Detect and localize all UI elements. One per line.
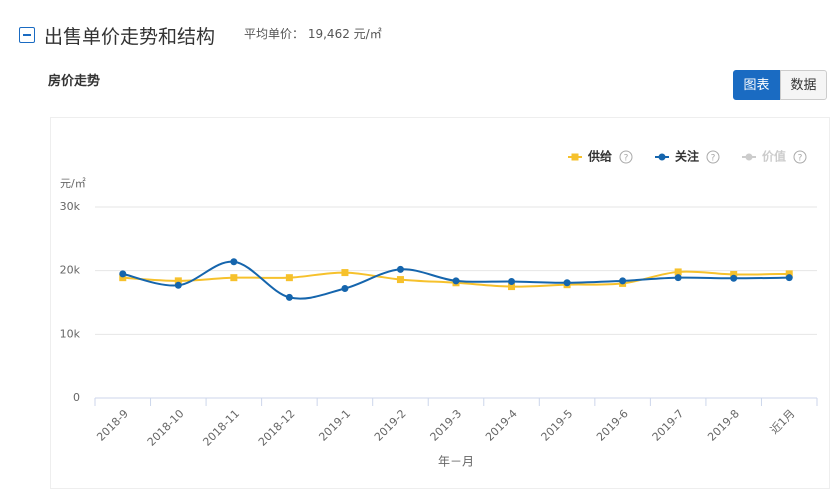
x-tick-label: 2018-10	[145, 407, 187, 449]
x-axis-label: 年－月	[438, 455, 474, 469]
y-axis-label: 元/㎡	[60, 177, 86, 190]
avg-value: 19,462 元/㎡	[307, 27, 382, 41]
y-tick-label: 10k	[60, 327, 81, 340]
data-point	[508, 283, 516, 291]
legend-label: 价值	[762, 149, 786, 164]
average-price: 平均单价： 19,462 元/㎡	[244, 25, 382, 42]
data-point	[285, 293, 293, 301]
data-point	[396, 276, 404, 284]
y-tick-label: 20k	[60, 264, 81, 277]
data-point	[674, 274, 682, 282]
data-point	[619, 277, 627, 285]
data-point	[730, 270, 738, 278]
data-point	[730, 274, 738, 282]
x-tick-label: 2019-1	[316, 407, 353, 444]
data-point	[563, 279, 571, 287]
data-point	[119, 270, 127, 278]
data-point	[230, 258, 238, 266]
data-point	[452, 277, 460, 285]
legend-marker	[745, 153, 753, 161]
legend-marker	[571, 153, 579, 161]
x-tick-label: 2018-12	[256, 407, 298, 449]
section-title: 房价走势	[48, 74, 101, 89]
x-tick-label: 2019-3	[427, 407, 464, 444]
help-icon	[706, 150, 720, 164]
data-point	[285, 274, 293, 282]
tab[interactable]: 图表	[733, 70, 780, 100]
avg-label: 平均单价：	[244, 27, 305, 41]
chart: 元/㎡ 0 10k 20k 30k 2018-9 2018-10 2018-11 2018-12…	[60, 149, 818, 469]
help-mark: ?	[711, 154, 716, 164]
data-point	[674, 268, 682, 276]
x-tick-label: 2019-2	[372, 407, 409, 444]
data-point	[230, 274, 238, 282]
legend-label: 供给	[587, 149, 612, 164]
help-icon	[793, 150, 807, 164]
x-tick-label: 2019-5	[539, 407, 576, 444]
data-point	[508, 277, 516, 285]
y-tick-label: 0	[73, 391, 80, 404]
data-point	[341, 269, 349, 277]
data-point	[119, 274, 127, 282]
x-tick-label: 2019-8	[705, 407, 742, 444]
legend-label: 关注	[675, 149, 699, 164]
help-mark: ?	[798, 154, 803, 164]
help-mark: ?	[624, 154, 629, 164]
page-title: 出售单价走势和结构	[44, 26, 216, 48]
page: 出售单价走势和结构 平均单价： 19,462 元/㎡ 房价走势 图表 数据 元/…	[19, 25, 830, 489]
data-point	[341, 284, 349, 292]
data-point	[396, 265, 404, 273]
legend-marker	[658, 153, 666, 161]
tab[interactable]: 数据	[780, 70, 827, 100]
help-icon	[619, 150, 633, 164]
data-point	[785, 274, 793, 282]
x-tick-label: 2019-6	[594, 407, 631, 444]
x-tick-label: 2019-4	[483, 407, 520, 444]
x-tick-label: 2019-7	[650, 407, 687, 444]
collapse-icon[interactable]	[19, 27, 35, 43]
x-tick-label: 2018-9	[94, 407, 131, 444]
data-point	[174, 281, 182, 289]
y-tick-label: 30k	[60, 200, 81, 213]
x-tick-label: 近1月	[768, 407, 798, 437]
data-point	[785, 270, 793, 278]
data-point	[174, 277, 182, 285]
x-tick-label: 2018-11	[200, 407, 242, 449]
